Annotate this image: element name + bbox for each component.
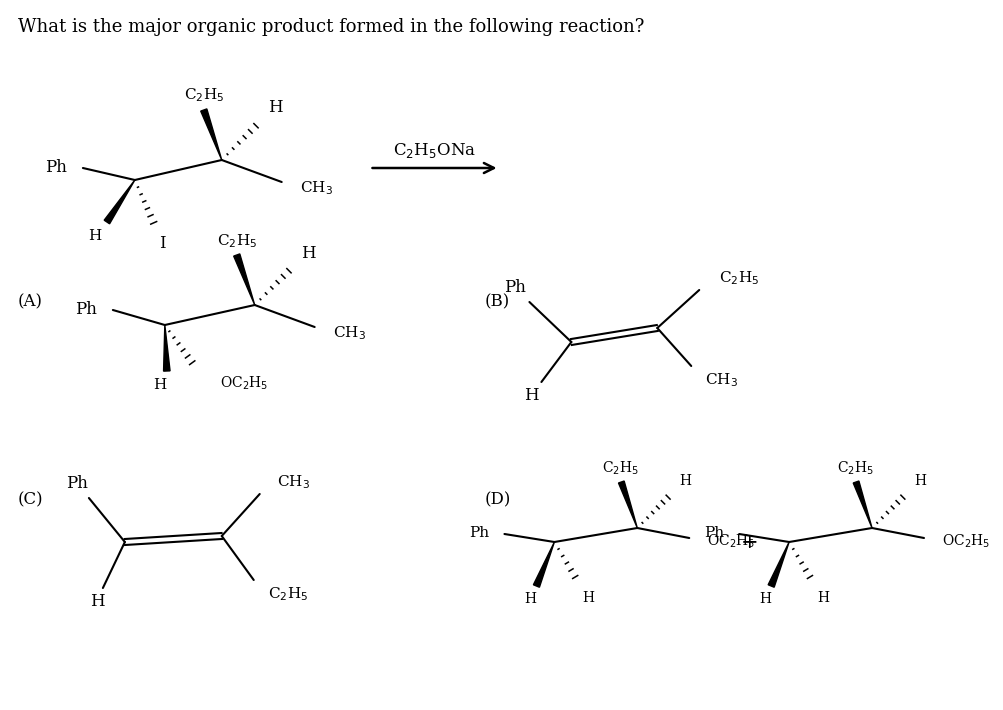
Text: CH$_3$: CH$_3$: [704, 371, 737, 389]
Polygon shape: [767, 542, 788, 587]
Text: H: H: [816, 591, 828, 605]
Text: H: H: [268, 99, 283, 116]
Text: H: H: [582, 591, 594, 605]
Text: What is the major organic product formed in the following reaction?: What is the major organic product formed…: [18, 18, 644, 36]
Text: C$_2$H$_5$: C$_2$H$_5$: [835, 459, 873, 476]
Text: Ph: Ph: [468, 526, 489, 540]
Polygon shape: [618, 481, 637, 528]
Polygon shape: [234, 254, 255, 305]
Polygon shape: [853, 481, 872, 528]
Text: H: H: [524, 388, 539, 405]
Polygon shape: [201, 109, 222, 160]
Text: H: H: [913, 474, 925, 488]
Text: C$_2$H$_5$: C$_2$H$_5$: [268, 585, 308, 603]
Polygon shape: [163, 325, 170, 371]
Text: H: H: [88, 229, 101, 243]
Text: H: H: [89, 594, 104, 611]
Text: Ph: Ph: [703, 526, 723, 540]
Text: C$_2$H$_5$: C$_2$H$_5$: [184, 86, 224, 104]
Text: Ph: Ph: [45, 158, 67, 175]
Text: C$_2$H$_5$ONa: C$_2$H$_5$ONa: [392, 141, 475, 160]
Text: OC$_2$H$_5$: OC$_2$H$_5$: [220, 374, 268, 392]
Text: Ph: Ph: [504, 280, 526, 297]
Polygon shape: [104, 180, 134, 224]
Text: CH$_3$: CH$_3$: [277, 473, 309, 491]
Text: (D): (D): [484, 491, 511, 508]
Text: H: H: [524, 592, 536, 606]
Text: C$_2$H$_5$: C$_2$H$_5$: [601, 459, 638, 476]
Text: I: I: [159, 236, 165, 253]
Text: Ph: Ph: [66, 476, 88, 493]
Text: (C): (C): [18, 491, 43, 508]
Text: CH$_3$: CH$_3$: [332, 324, 365, 342]
Text: OC$_2$H$_5$: OC$_2$H$_5$: [941, 532, 989, 550]
Text: H: H: [153, 378, 166, 392]
Text: CH$_3$: CH$_3$: [299, 179, 332, 197]
Text: (A): (A): [18, 293, 43, 310]
Text: Ph: Ph: [75, 300, 97, 317]
Polygon shape: [533, 542, 554, 587]
Text: H: H: [758, 592, 770, 606]
Text: H: H: [301, 244, 316, 261]
Text: (B): (B): [484, 293, 510, 310]
Text: H: H: [679, 474, 690, 488]
Text: C$_2$H$_5$: C$_2$H$_5$: [217, 232, 257, 250]
Text: OC$_2$H$_5$: OC$_2$H$_5$: [706, 532, 755, 550]
Text: +: +: [739, 532, 757, 552]
Text: C$_2$H$_5$: C$_2$H$_5$: [718, 269, 758, 287]
